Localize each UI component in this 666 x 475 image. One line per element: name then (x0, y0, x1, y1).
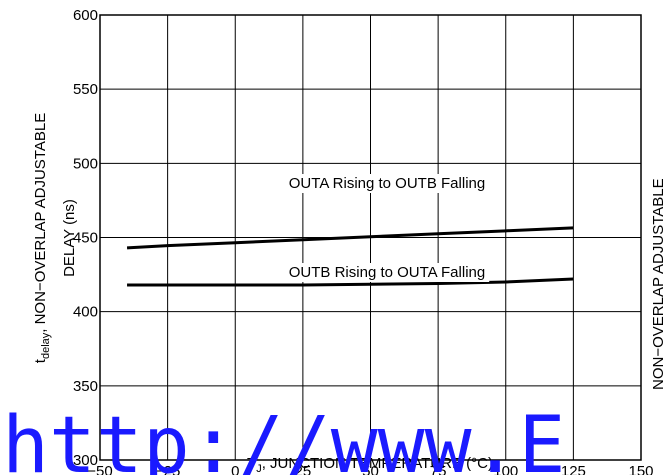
x-tick-label: −50 (87, 463, 112, 475)
y-tick-label: 400 (73, 304, 98, 321)
series-label: OUTA Rising to OUTB Falling (289, 175, 485, 192)
y-axis-label: tdelay, NON−OVERLAP ADJUSTABLE (32, 113, 52, 363)
x-tick-label: 150 (628, 463, 653, 475)
series-label: OUTB Rising to OUTA Falling (289, 264, 485, 281)
x-tick-label: −25 (155, 463, 180, 475)
y-tick-label: 300 (73, 452, 98, 469)
series-label-bg (284, 174, 490, 193)
y-axis-label-line2: DELAY (ns) (61, 199, 78, 277)
y-tick-label: 600 (73, 7, 98, 24)
series-line (126, 226, 574, 250)
x-tick-label: 25 (295, 463, 312, 475)
y-tick-label: 500 (73, 155, 98, 172)
x-tick-label: 0 (231, 463, 239, 475)
series-line (127, 277, 574, 287)
x-tick-label: 50 (362, 463, 379, 475)
watermark: http://www.E (2, 401, 566, 475)
y-tick-label: 550 (73, 81, 98, 98)
y-tick-label: 450 (73, 230, 98, 247)
y-tick-label: 350 (73, 378, 98, 395)
x-tick-label: 75 (430, 463, 447, 475)
plot-frame (99, 14, 642, 461)
cut-off-axis-label: NON−OVERLAP ADJUSTABLE (650, 178, 666, 390)
x-tick-label: 125 (561, 463, 586, 475)
series-label-bg (284, 263, 490, 282)
x-tick-label: 100 (493, 463, 518, 475)
